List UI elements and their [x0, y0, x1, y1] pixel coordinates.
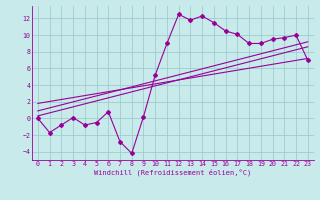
X-axis label: Windchill (Refroidissement éolien,°C): Windchill (Refroidissement éolien,°C): [94, 169, 252, 176]
